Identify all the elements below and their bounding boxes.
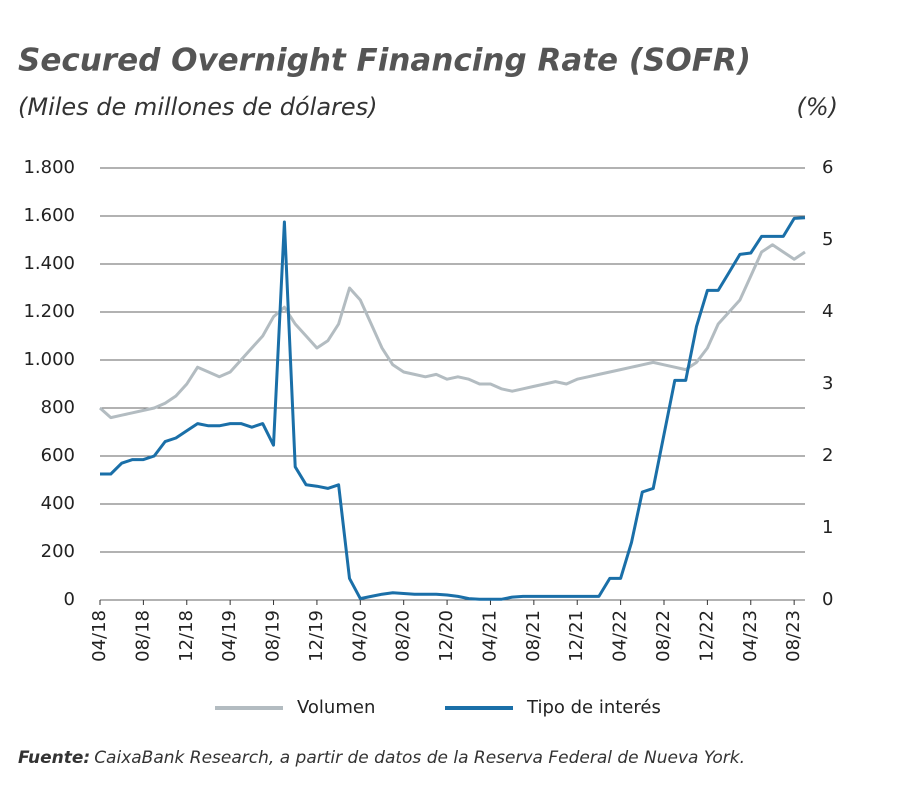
source-text: CaixaBank Research, a partir de datos de… xyxy=(94,748,745,768)
y2-tick-label: 3 xyxy=(822,373,833,394)
y-tick-label: 400 xyxy=(41,493,75,514)
y-tick-label: 0 xyxy=(64,589,75,610)
y-tick-label: 800 xyxy=(41,397,75,418)
y-axis-label: (Miles de millones de dólares) xyxy=(18,93,378,121)
y2-axis-label: (%) xyxy=(796,93,838,121)
x-tick-label: 12/20 xyxy=(436,610,457,662)
y2-tick-label: 0 xyxy=(822,589,833,610)
x-tick-label: 04/22 xyxy=(610,610,631,662)
x-tick-label: 04/18 xyxy=(89,610,110,662)
y-tick-label: 1.800 xyxy=(23,157,75,178)
y-tick-label: 1.000 xyxy=(23,349,75,370)
y2-tick-label: 2 xyxy=(822,445,833,466)
y-tick-label: 1.600 xyxy=(23,205,75,226)
x-tick-label: 08/23 xyxy=(783,610,804,662)
y2-tick-label: 1 xyxy=(822,517,833,538)
x-tick-label: 08/22 xyxy=(653,610,674,662)
y-tick-label: 600 xyxy=(41,445,75,466)
x-tick-label: 04/20 xyxy=(349,610,370,662)
x-tick-label: 08/19 xyxy=(263,610,284,662)
x-tick-label: 12/21 xyxy=(566,610,587,662)
x-tick-label: 12/22 xyxy=(696,610,717,662)
source: Fuente: CaixaBank Research, a partir de d… xyxy=(18,748,745,768)
y2-tick-label: 5 xyxy=(822,229,833,250)
y-tick-label: 1.200 xyxy=(23,301,75,322)
source-label: Fuente: xyxy=(18,748,90,768)
y2-tick-label: 4 xyxy=(822,301,833,322)
x-tick-label: 08/18 xyxy=(132,610,153,662)
x-tick-label: 04/21 xyxy=(479,610,500,662)
legend-label: Volumen xyxy=(297,697,375,718)
y-tick-label: 1.400 xyxy=(23,253,75,274)
legend-label: Tipo de interés xyxy=(526,697,661,718)
x-tick-label: 12/18 xyxy=(176,610,197,662)
y-tick-label: 200 xyxy=(41,541,75,562)
x-tick-label: 08/21 xyxy=(523,610,544,662)
x-tick-label: 12/19 xyxy=(306,610,327,662)
y2-tick-label: 6 xyxy=(822,157,833,178)
x-tick-label: 04/23 xyxy=(740,610,761,662)
series-line xyxy=(100,216,806,601)
x-tick-label: 04/19 xyxy=(219,610,240,662)
series-line xyxy=(99,243,806,420)
x-tick-label: 08/20 xyxy=(393,610,414,662)
chart-title: Secured Overnight Financing Rate (SOFR) xyxy=(18,43,751,79)
